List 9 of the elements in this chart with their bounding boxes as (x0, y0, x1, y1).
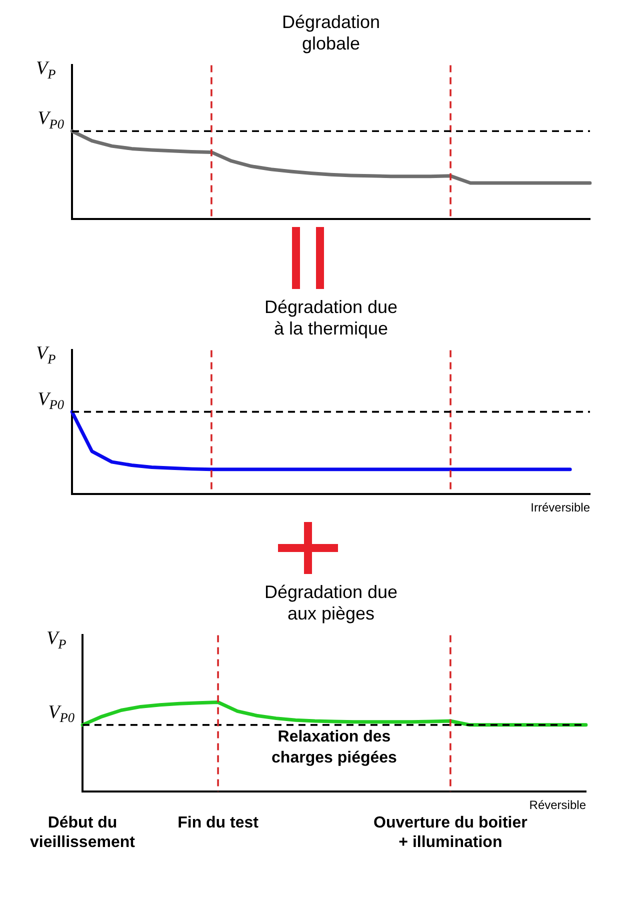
chart-title: Dégradation due à la thermique (264, 296, 398, 338)
x-tick-label: Ouverture du boitier + illumination (374, 814, 528, 851)
chart-title: Dégradation globale (282, 12, 380, 54)
x-axis-title: Réversible (529, 798, 586, 812)
x-tick-label: Début du vieillissement (30, 814, 136, 851)
x-tick-label: Fin du test (178, 814, 260, 832)
x-axis-title: Irréversible (530, 500, 590, 514)
chart-title: Dégradation due aux pièges (264, 582, 398, 624)
annotation: Relaxation des charges piégées (272, 728, 398, 767)
